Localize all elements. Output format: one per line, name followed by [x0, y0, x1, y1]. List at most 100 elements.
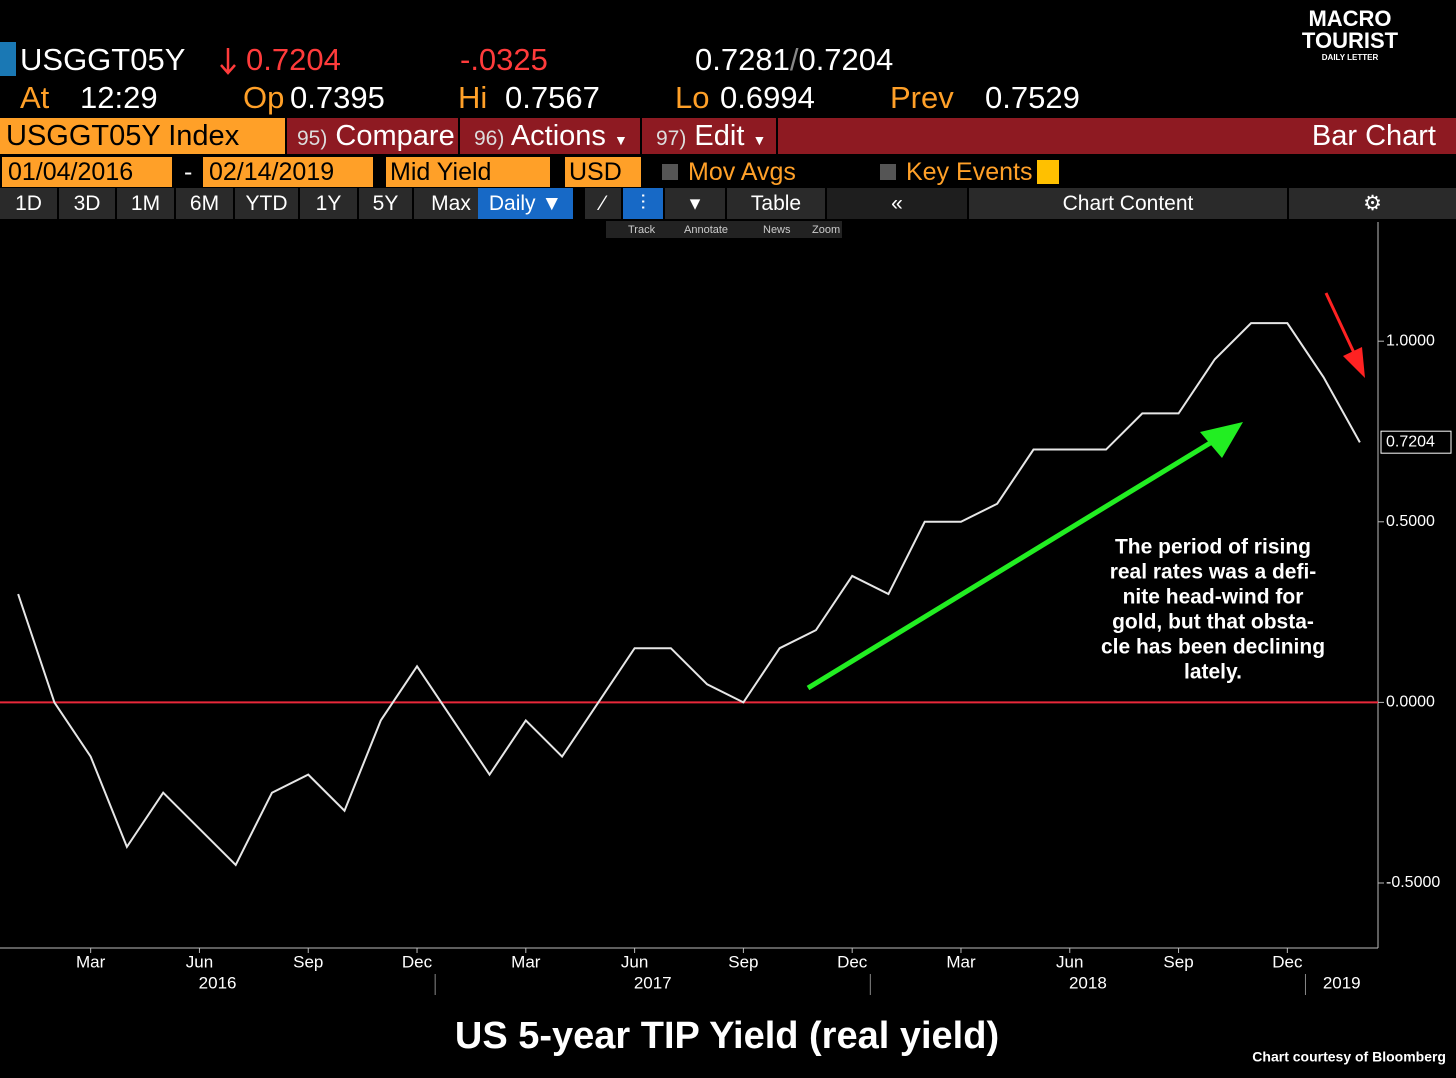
green-arrow [806, 434, 1222, 691]
logo: MACRO TOURIST DAILY LETTER [1260, 8, 1440, 64]
toolbar [287, 118, 1456, 154]
yield-line [17, 322, 1361, 867]
key-events[interactable]: Key Events [906, 158, 1033, 186]
frequency-select[interactable]: Daily ▼ [478, 188, 574, 219]
mov-avgs[interactable]: Mov Avgs [688, 158, 796, 186]
period-button[interactable]: 1Y [300, 188, 358, 219]
period-button[interactable]: Max [414, 188, 489, 219]
annotation: nite head-wind for [1123, 586, 1304, 609]
dropdown[interactable]: ▾ [665, 188, 726, 219]
annotation: cle has been declining [1101, 636, 1325, 659]
time-label: At [20, 80, 50, 115]
button-number: 96) [474, 127, 505, 150]
y-tick-label: 1.0000 [1386, 332, 1435, 349]
chart-tool: News [763, 224, 791, 236]
high: 0.7567 [505, 80, 600, 115]
chart-credit: Chart courtesy of Bloomberg [1252, 1049, 1446, 1065]
y-tick-label: -0.5000 [1386, 874, 1440, 891]
logo-line: DAILY LETTER [1321, 53, 1379, 62]
x-tick-label: Jun [1056, 952, 1083, 971]
x-tick-label: Mar [511, 952, 541, 971]
x-tick-label: Mar [946, 952, 976, 971]
settings-button[interactable]: ⚙ [1289, 188, 1456, 219]
year-label: 2016 [199, 973, 237, 992]
annotation: lately. [1184, 661, 1242, 684]
button-number: 95) [297, 127, 328, 150]
year-label: 2019 [1323, 973, 1361, 992]
checkbox[interactable] [662, 164, 678, 180]
button-label: Actions [510, 120, 606, 152]
period-button[interactable]: 3D [59, 188, 116, 219]
ticker: USGGT05Y [20, 42, 186, 77]
annotation: real rates was a defi- [1110, 561, 1317, 584]
bid: 0.7281 [695, 42, 790, 77]
bar-icon[interactable]: ⫶ [623, 188, 664, 219]
x-tick-label: Sep [1163, 952, 1193, 971]
prev: 0.7529 [985, 80, 1080, 115]
last-price: 0.7204 [246, 42, 341, 77]
chart-title: US 5-year TIP Yield (real yield) [455, 1015, 999, 1057]
red-arrow [1324, 292, 1357, 356]
prev-label: Prev [890, 80, 954, 115]
period-button[interactable]: 1M [117, 188, 175, 219]
currency-select[interactable]: USD [565, 157, 641, 187]
red-arrow-head [1343, 347, 1365, 378]
info-icon[interactable] [1037, 160, 1059, 184]
period-button[interactable]: 5Y [359, 188, 413, 219]
period-button[interactable]: YTD [235, 188, 299, 219]
chart-type: Bar Chart [1311, 120, 1436, 152]
x-tick-label: Dec [402, 952, 433, 971]
start-date[interactable]: 01/04/2016 [2, 157, 172, 187]
period-button[interactable]: 6M [176, 188, 234, 219]
chart-content-button[interactable]: Chart Content [969, 188, 1288, 219]
period-button[interactable]: 1D [0, 188, 58, 219]
x-tick-label: Mar [76, 952, 106, 971]
button-label: Compare [335, 120, 455, 152]
chart-tool: Zoom [812, 224, 840, 236]
toolbar-button[interactable]: 96) Actions ▼ [462, 118, 642, 154]
net-change: -.0325 [460, 42, 548, 77]
year-label: 2017 [634, 973, 672, 992]
bid-ask: 0.7281/0.7204 [695, 42, 894, 77]
status-marker [0, 42, 16, 76]
ask: 0.7204 [798, 42, 894, 77]
x-tick-label: Sep [728, 952, 758, 971]
logo-line: MACRO [1308, 6, 1392, 31]
low-label: Lo [675, 80, 710, 115]
end-date[interactable]: 02/14/2019 [203, 157, 373, 187]
y-tick-label: 0.5000 [1386, 513, 1435, 530]
time: 12:29 [80, 80, 158, 115]
down-arrow-icon [220, 48, 236, 75]
green-arrow-head [1200, 422, 1243, 458]
x-tick-label: Dec [1272, 952, 1303, 971]
x-tick-label: Sep [293, 952, 323, 971]
chart-tool: Track [628, 224, 656, 236]
x-tick-label: Dec [837, 952, 868, 971]
toolbar-button[interactable]: 97) Edit ▼ [644, 118, 778, 154]
x-tick-label: Jun [621, 952, 648, 971]
last-price-box [1380, 430, 1452, 454]
line-icon[interactable]: ⁄ [585, 188, 622, 219]
logo-line: TOURIST [1301, 28, 1399, 53]
frequency: Daily [488, 192, 536, 215]
annotation: The period of rising [1115, 536, 1311, 559]
checkbox[interactable] [880, 164, 896, 180]
open: 0.7395 [290, 80, 385, 115]
chart-tool: Annotate [684, 224, 728, 236]
open-label: Op [243, 80, 285, 115]
chart-tools-bar [606, 221, 842, 238]
table-button[interactable]: Table [727, 188, 826, 219]
field-select[interactable]: Mid Yield [386, 157, 550, 187]
toolbar-button[interactable]: 95) Compare [287, 118, 460, 154]
low: 0.6994 [720, 80, 815, 115]
x-tick-label: Jun [186, 952, 213, 971]
high-label: Hi [458, 80, 488, 115]
year-label: 2018 [1069, 973, 1107, 992]
collapse-button[interactable]: « [827, 188, 968, 219]
y-tick-label: 0.0000 [1386, 694, 1435, 711]
last-price-label: 0.7204 [1386, 433, 1435, 450]
button-number: 97) [656, 127, 687, 150]
security-box[interactable]: USGGT05Y Index [0, 118, 285, 154]
